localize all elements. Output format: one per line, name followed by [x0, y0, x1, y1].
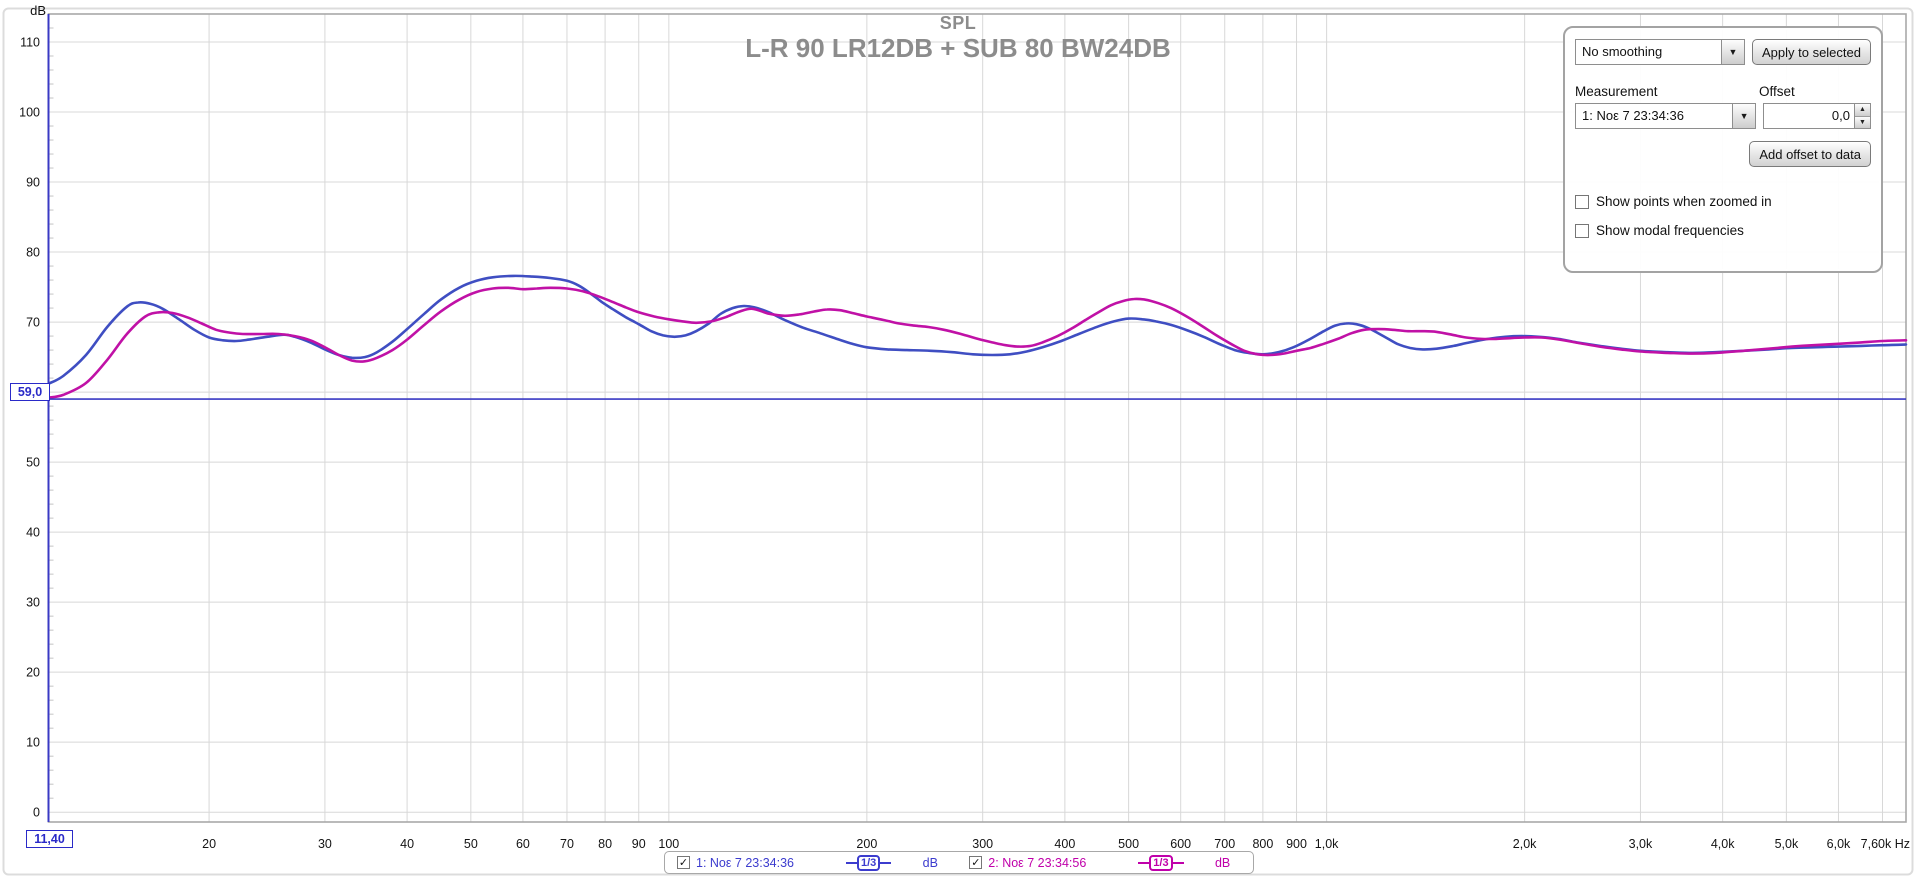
x-tick-label: 5,0k	[1775, 837, 1799, 851]
offset-spinner: 0,0 ▲ ▼	[1763, 103, 1871, 129]
offset-label: Offset	[1759, 84, 1795, 99]
trace-line	[846, 861, 857, 864]
measurement-label: Measurement	[1575, 84, 1658, 99]
y-axis-unit-label: dB	[30, 3, 46, 18]
add-offset-to-data-button[interactable]: Add offset to data	[1749, 141, 1871, 167]
y-tick-label: 20	[26, 666, 40, 680]
legend-bar: ✓ 1: Νοε 7 23:34:36 1/3 dB ✓ 2: Νοε 7 23…	[664, 851, 1254, 874]
trace-1[interactable]	[47, 274, 1908, 385]
graph-controls-panel: No smoothing ▼ Apply to selected Measure…	[1563, 26, 1883, 273]
trace-1-label: 1: Νοε 7 23:34:36	[696, 855, 795, 870]
x-tick-label: 80	[598, 837, 612, 851]
x-tick-label: 300	[972, 837, 993, 851]
trace-1-smoothing-badge[interactable]: 1/3	[846, 854, 892, 871]
x-tick-label: 90	[632, 837, 646, 851]
trace-2[interactable]	[47, 286, 1908, 399]
trace-2-checkbox[interactable]: ✓	[969, 856, 983, 869]
y-tick-label: 100	[19, 106, 40, 120]
x-tick-label: 70	[560, 837, 574, 851]
cursor-y-readout: 59,0	[10, 383, 50, 402]
offset-spinner-buttons: ▲ ▼	[1854, 103, 1871, 129]
smoothing-select-value: No smoothing	[1582, 44, 1663, 59]
x-tick-label: 100	[658, 837, 679, 851]
y-tick-label: 30	[26, 596, 40, 610]
graph-outer-bevel	[2, 7, 1914, 876]
y-tick-label: 90	[26, 176, 40, 190]
apply-to-selected-button[interactable]: Apply to selected	[1751, 39, 1871, 65]
chevron-down-icon[interactable]: ▼	[1732, 104, 1756, 128]
measurement-select[interactable]: 1: Νοε 7 23:34:36 ▼	[1575, 103, 1757, 129]
trace-line	[1172, 861, 1184, 864]
show-modal-label: Show modal frequencies	[1596, 223, 1744, 238]
trace-line	[1138, 861, 1150, 864]
x-tick-label: 800	[1252, 837, 1273, 851]
x-tick-label: 20	[202, 837, 216, 851]
trace-2-unit: dB	[1214, 855, 1231, 870]
spinner-up-icon[interactable]: ▲	[1855, 104, 1870, 117]
trace-1-checkbox[interactable]: ✓	[677, 856, 690, 869]
y-tick-label: 40	[26, 526, 40, 540]
x-tick-label: 4,0k	[1711, 837, 1735, 851]
offset-input[interactable]: 0,0	[1763, 103, 1854, 129]
x-tick-label: 60	[516, 837, 530, 851]
trace-line	[880, 861, 892, 864]
show-modal-checkbox[interactable]	[1575, 223, 1589, 238]
x-tick-label: 7,60k Hz	[1861, 837, 1910, 851]
chevron-down-icon[interactable]: ▼	[1720, 40, 1744, 64]
chart-subtitle: L-R 90 LR12DB + SUB 80 BW24DB	[745, 33, 1171, 63]
y-tick-label: 80	[26, 246, 40, 260]
x-tick-label: 3,0k	[1629, 837, 1653, 851]
x-tick-label: 50	[464, 837, 478, 851]
x-tick-label: 30	[318, 837, 332, 851]
x-tick-label: 200	[856, 837, 877, 851]
spinner-down-icon[interactable]: ▼	[1855, 116, 1870, 128]
trace-2-label: 2: Νοε 7 23:34:56	[988, 855, 1087, 870]
x-tick-label: 2,0k	[1513, 837, 1537, 851]
measurement-select-value: 1: Νοε 7 23:34:36	[1582, 108, 1684, 123]
y-tick-label: 70	[26, 316, 40, 330]
y-tick-label: 0	[33, 806, 40, 820]
smoothing-select[interactable]: No smoothing ▼	[1575, 39, 1745, 65]
legend-item-1: ✓ 1: Νοε 7 23:34:36 1/3 dB	[677, 854, 969, 871]
cursor-x-readout: 11,40	[26, 830, 73, 848]
y-tick-label: 110	[20, 36, 40, 50]
x-tick-label: 400	[1054, 837, 1075, 851]
legend-item-2: ✓ 2: Νοε 7 23:34:56 1/3 dB	[969, 854, 1261, 871]
x-tick-label: 1,0k	[1315, 837, 1339, 851]
x-tick-label: 500	[1118, 837, 1139, 851]
trace-2-smoothing-badge[interactable]: 1/3	[1138, 854, 1184, 871]
chart-title: SPL	[939, 13, 977, 33]
show-points-label: Show points when zoomed in	[1596, 194, 1772, 209]
x-tick-label: 6,0k	[1827, 837, 1851, 851]
x-tick-label: 40	[400, 837, 414, 851]
x-tick-label: 600	[1170, 837, 1191, 851]
trace-1-unit: dB	[922, 855, 938, 870]
x-tick-label: 900	[1286, 837, 1307, 851]
y-tick-label: 10	[26, 736, 40, 750]
y-tick-label: 50	[26, 456, 40, 470]
show-points-checkbox[interactable]	[1575, 194, 1589, 209]
x-tick-label: 700	[1214, 837, 1235, 851]
